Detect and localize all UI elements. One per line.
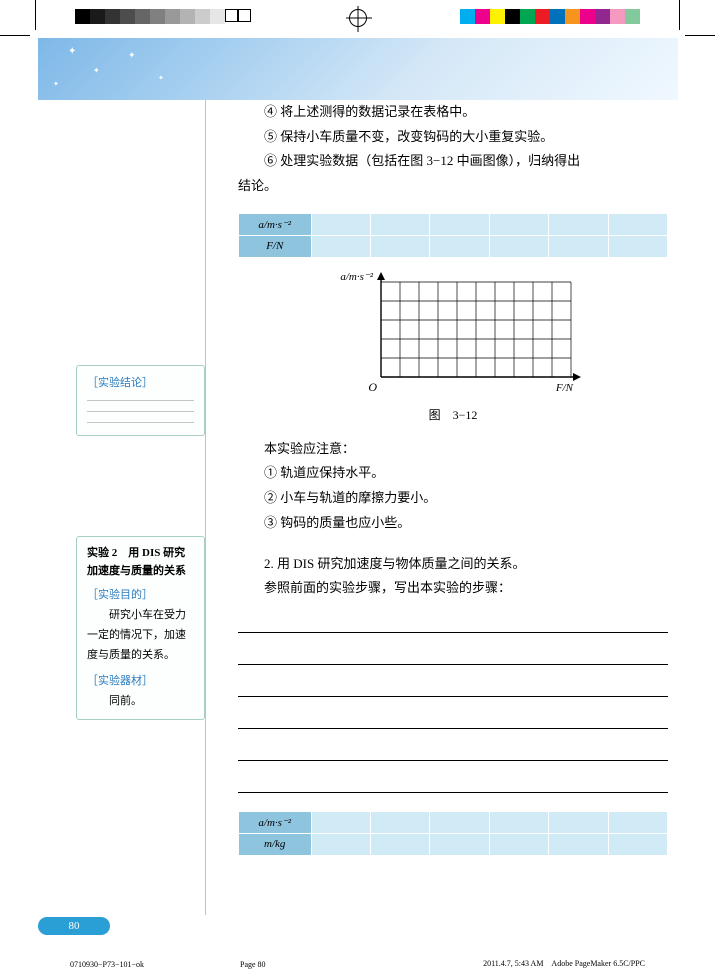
grayscale-calibration-bar [75,9,251,24]
main-column: ④ 将上述测得的数据记录在表格中。 ⑤ 保持小车质量不变，改变钩码的大小重复实验… [238,100,668,870]
sidebar-text: 同前。 [87,692,194,712]
figure-3-12-grid: a/m·s⁻² F/N O [326,272,581,402]
header-banner: ✦ ✦ ✦ ✦ ✦ [38,38,678,100]
note-2: ② 小车与轨道的摩擦力要小。 [238,486,668,511]
registration-mark-icon [349,9,367,27]
content-area: ［实验结论］ 实验 2 用 DIS 研究 加速度与质量的关系 ［实验目的］ 研究… [38,100,678,915]
data-table-2: a/m·s⁻² m/kg [238,811,668,856]
color-calibration-bar [460,9,640,24]
footer-timestamp: 2011.4.7, 5:43 AM Adobe PageMaker 6.5C/P… [483,958,645,969]
write-line [238,671,668,697]
write-line [238,639,668,665]
write-line [238,703,668,729]
write-line [238,607,668,633]
footer-page: Page 80 [240,960,266,969]
row-header: a/m·s⁻² [239,213,312,235]
sidebar-text: 研究小车在受力一定的情况下，加速度与质量的关系。 [87,606,194,665]
footer-filename: 0710930−P73−101−ok [70,960,144,969]
data-table-1: a/m·s⁻² F/N [238,213,668,258]
note-1: ① 轨道应保持水平。 [238,461,668,486]
svg-text:O: O [368,380,377,394]
step-5: ⑤ 保持小车质量不变，改变钩码的大小重复实验。 [238,125,668,150]
svg-text:F/N: F/N [554,382,573,394]
step-6-cont: 结论。 [238,174,668,199]
sidebar-title: 加速度与质量的关系 [87,563,194,581]
sidebar-box-experiment2: 实验 2 用 DIS 研究 加速度与质量的关系 ［实验目的］ 研究小车在受力一定… [76,536,205,720]
step-4: ④ 将上述测得的数据记录在表格中。 [238,100,668,125]
sidebar-title: 实验 2 用 DIS 研究 [87,545,194,563]
notes-title: 本实验应注意： [238,437,668,462]
sidebar: ［实验结论］ 实验 2 用 DIS 研究 加速度与质量的关系 ［实验目的］ 研究… [76,100,206,915]
sidebar-heading: ［实验目的］ [87,586,194,602]
svg-text:a/m·s⁻²: a/m·s⁻² [340,272,373,283]
sidebar-heading: ［实验器材］ [87,672,194,688]
rule [87,400,194,401]
step-6: ⑥ 处理实验数据（包括在图 3−12 中画图像），归纳得出 [238,149,668,174]
figure-caption: 图 3−12 [238,406,668,423]
rule [87,411,194,412]
section2-sub: 参照前面的实验步骤，写出本实验的步骤： [238,576,668,601]
section2-title: 2. 用 DIS 研究加速度与物体质量之间的关系。 [238,552,668,577]
rule [87,422,194,423]
row-header: a/m·s⁻² [239,811,312,833]
page-root: ✦ ✦ ✦ ✦ ✦ ［实验结论］ 实验 2 用 DIS 研究 加速度与质量的关系… [0,0,715,979]
row-header: m/kg [239,833,312,855]
sidebar-box-conclusion: ［实验结论］ [76,365,205,436]
sidebar-heading: ［实验结论］ [87,374,194,390]
note-3: ③ 钩码的质量也应小些。 [238,511,668,536]
write-line [238,735,668,761]
page-number-badge: 80 [38,917,110,935]
write-line [238,767,668,793]
row-header: F/N [239,235,312,257]
